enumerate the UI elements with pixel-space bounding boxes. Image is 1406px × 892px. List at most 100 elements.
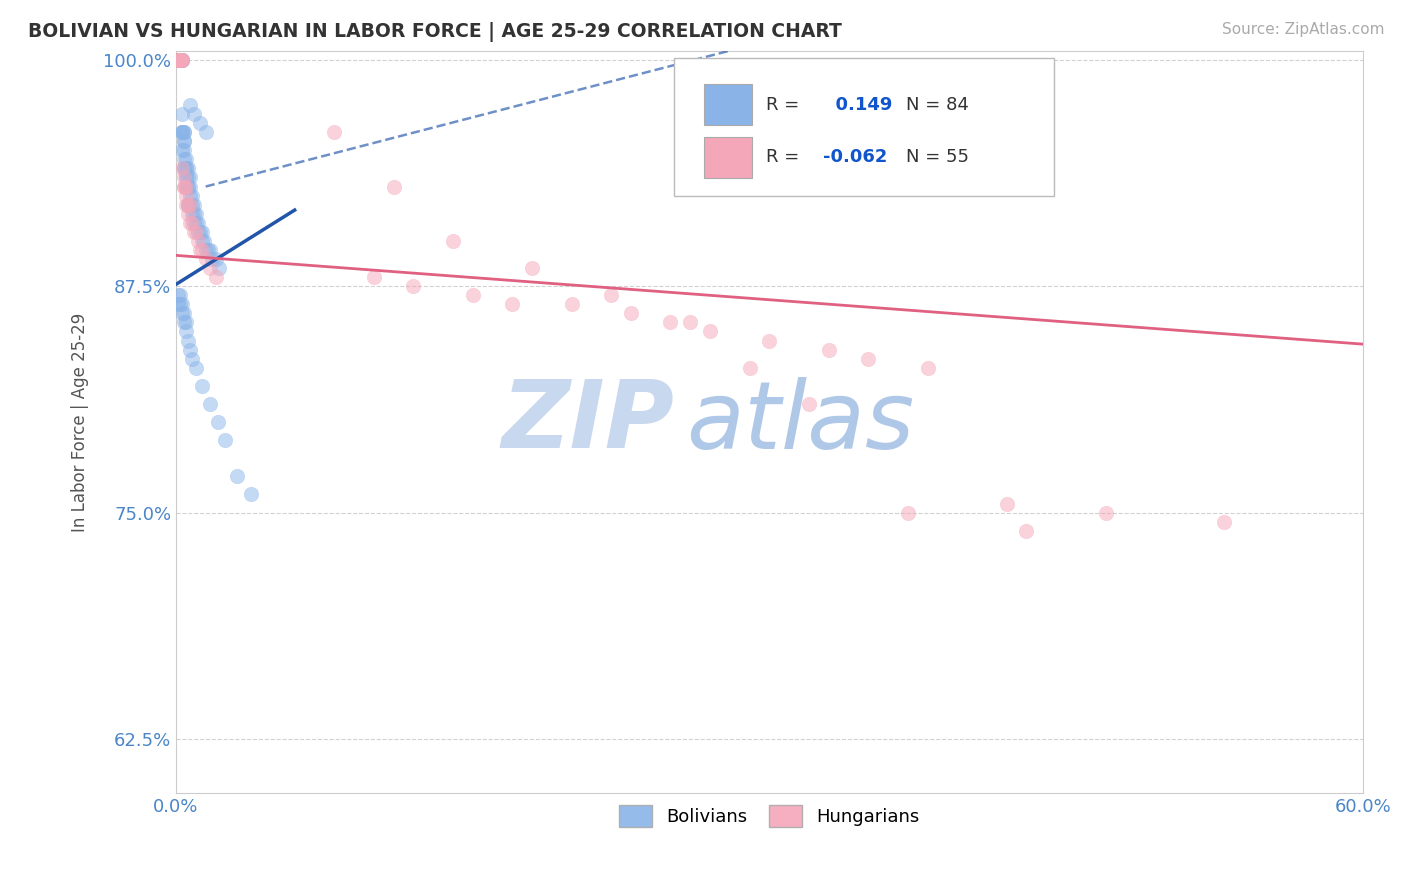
Point bbox=[184, 216, 207, 230]
Text: ZIP: ZIP bbox=[502, 376, 675, 468]
Point bbox=[169, 53, 191, 67]
Point bbox=[174, 179, 197, 194]
Point bbox=[174, 188, 197, 202]
Point bbox=[167, 53, 190, 67]
Point bbox=[173, 161, 195, 176]
Point bbox=[193, 234, 215, 248]
Point bbox=[174, 179, 197, 194]
Text: Source: ZipAtlas.com: Source: ZipAtlas.com bbox=[1222, 22, 1385, 37]
Point bbox=[170, 53, 193, 67]
Point bbox=[170, 297, 193, 311]
Point bbox=[177, 170, 200, 185]
Point bbox=[183, 197, 205, 211]
Point bbox=[207, 415, 229, 429]
Point bbox=[170, 125, 193, 139]
Point bbox=[170, 306, 193, 320]
Point bbox=[167, 53, 190, 67]
Point bbox=[179, 170, 201, 185]
Point bbox=[190, 234, 212, 248]
Point bbox=[167, 53, 190, 67]
Point bbox=[173, 161, 195, 176]
Point bbox=[197, 243, 219, 257]
Point bbox=[180, 351, 202, 366]
Point bbox=[183, 107, 205, 121]
Point bbox=[190, 378, 212, 392]
Point bbox=[173, 306, 195, 320]
Text: BOLIVIAN VS HUNGARIAN IN LABOR FORCE | AGE 25-29 CORRELATION CHART: BOLIVIAN VS HUNGARIAN IN LABOR FORCE | A… bbox=[28, 22, 842, 42]
Point bbox=[520, 261, 543, 276]
Point bbox=[897, 506, 920, 520]
Text: N = 84: N = 84 bbox=[905, 95, 969, 114]
Point bbox=[174, 161, 197, 176]
Point bbox=[169, 297, 191, 311]
Point bbox=[1015, 524, 1038, 538]
Point bbox=[758, 334, 780, 348]
Point bbox=[170, 107, 193, 121]
Point bbox=[183, 225, 205, 239]
Point bbox=[190, 243, 212, 257]
Text: 0.149: 0.149 bbox=[823, 95, 891, 114]
Point bbox=[170, 53, 193, 67]
Text: atlas: atlas bbox=[686, 376, 914, 467]
Point bbox=[738, 360, 761, 375]
Point bbox=[180, 188, 202, 202]
Point bbox=[177, 197, 200, 211]
Point bbox=[174, 170, 197, 185]
Point bbox=[180, 197, 202, 211]
Point bbox=[173, 125, 195, 139]
Point bbox=[382, 179, 405, 194]
Point bbox=[198, 397, 221, 411]
Point bbox=[179, 343, 201, 357]
Point bbox=[167, 53, 190, 67]
Point bbox=[173, 134, 195, 148]
Point bbox=[179, 98, 201, 112]
Point bbox=[204, 270, 226, 285]
Point bbox=[169, 53, 191, 67]
Point bbox=[177, 334, 200, 348]
Point bbox=[600, 288, 623, 302]
Point bbox=[856, 351, 879, 366]
Point bbox=[167, 297, 190, 311]
Point bbox=[501, 297, 523, 311]
Point bbox=[620, 306, 643, 320]
Point bbox=[187, 216, 209, 230]
Point bbox=[169, 53, 191, 67]
Point bbox=[174, 325, 197, 339]
Point bbox=[169, 53, 191, 67]
Point bbox=[177, 161, 200, 176]
Point bbox=[174, 153, 197, 167]
Point bbox=[187, 234, 209, 248]
Point bbox=[173, 153, 195, 167]
Point bbox=[817, 343, 839, 357]
Point bbox=[184, 207, 207, 221]
Point bbox=[194, 125, 217, 139]
Point bbox=[177, 179, 200, 194]
Text: -0.062: -0.062 bbox=[823, 148, 887, 167]
Point bbox=[188, 116, 211, 130]
Point bbox=[184, 360, 207, 375]
Point bbox=[1094, 506, 1116, 520]
Point bbox=[169, 53, 191, 67]
Point bbox=[797, 397, 820, 411]
Point bbox=[179, 197, 201, 211]
Point bbox=[441, 234, 464, 248]
Point bbox=[174, 315, 197, 329]
Point bbox=[170, 53, 193, 67]
Point bbox=[240, 487, 263, 501]
Point bbox=[170, 125, 193, 139]
Point bbox=[167, 53, 190, 67]
Point bbox=[1213, 515, 1236, 529]
Point bbox=[214, 433, 236, 447]
Point bbox=[917, 360, 939, 375]
Point bbox=[170, 125, 193, 139]
Text: R =: R = bbox=[766, 95, 804, 114]
Point bbox=[560, 297, 582, 311]
Point bbox=[204, 252, 226, 266]
Point bbox=[173, 315, 195, 329]
Point bbox=[402, 279, 425, 293]
Point bbox=[169, 53, 191, 67]
Point bbox=[174, 161, 197, 176]
FancyBboxPatch shape bbox=[704, 137, 752, 178]
Point bbox=[461, 288, 484, 302]
Point bbox=[995, 496, 1018, 510]
